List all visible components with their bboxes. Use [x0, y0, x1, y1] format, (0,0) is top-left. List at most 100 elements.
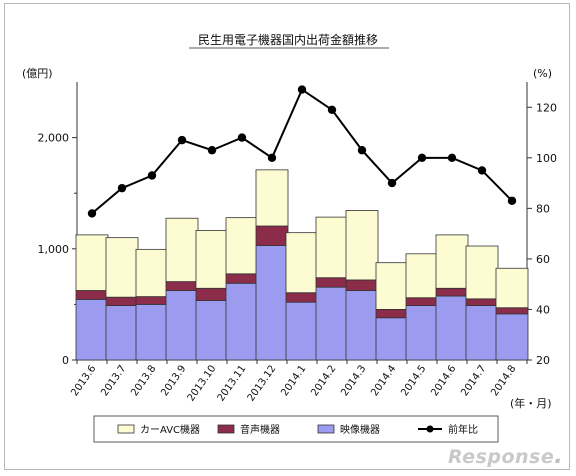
- x-tick-label: 2013.6: [69, 363, 98, 398]
- x-tick-label: 2013.10: [186, 363, 219, 403]
- bar-segment: [75, 290, 109, 300]
- bar-segment: [195, 287, 229, 301]
- bar-segment: [255, 225, 289, 246]
- bar-segment: [255, 169, 289, 227]
- bar-segment: [375, 309, 409, 319]
- bar-segment: [315, 216, 349, 279]
- yoy-point: [207, 146, 217, 155]
- bar-segment: [135, 296, 169, 305]
- chart-title: 民生用電子機器国内出荷金額推移: [198, 32, 378, 47]
- bar-segment: [135, 303, 169, 361]
- legend-swatch: [117, 424, 135, 434]
- bar-segment: [105, 305, 139, 361]
- legend-label: 前年比: [448, 423, 478, 436]
- right-tick-label: 40: [536, 303, 550, 316]
- x-tick-label: 2014.7: [459, 363, 488, 398]
- yoy-point: [297, 85, 307, 94]
- bar-segment: [195, 300, 229, 361]
- bar-segment: [105, 296, 139, 306]
- yoy-point: [387, 178, 397, 188]
- watermark-text: Response: [448, 446, 555, 468]
- x-tick-label: 2013.7: [99, 363, 128, 398]
- right-tick-label: 60: [536, 253, 550, 266]
- x-tick-label: 2013.12: [246, 363, 279, 403]
- x-tick-label: 2013.11: [216, 363, 249, 403]
- bar-segment: [315, 286, 349, 361]
- bar-segment: [375, 262, 409, 310]
- x-tick-label: 2014.4: [369, 363, 398, 398]
- bar-segment: [495, 313, 529, 361]
- legend-label: 音声機器: [240, 423, 280, 436]
- legend-point-swatch: [426, 425, 434, 433]
- yoy-point: [417, 153, 427, 163]
- bar-segment: [345, 279, 379, 291]
- bar-segment: [405, 297, 439, 306]
- bar-segment: [435, 234, 469, 289]
- bar-segment: [405, 305, 439, 361]
- right-axis-unit: (%): [533, 67, 552, 80]
- yoy-point: [177, 135, 187, 145]
- bar-segment: [465, 245, 499, 300]
- yoy-point: [477, 166, 487, 175]
- bar-segment: [135, 248, 169, 298]
- bar-segment: [165, 217, 199, 283]
- bar-segment: [165, 290, 199, 361]
- bar-segment: [195, 230, 229, 289]
- bar-segment: [225, 217, 259, 275]
- legend-swatch: [217, 424, 235, 434]
- right-tick-label: 100: [536, 152, 557, 165]
- right-tick-label: 20: [536, 354, 550, 367]
- bar-segment: [345, 290, 379, 361]
- yoy-point: [87, 209, 97, 218]
- bar-segment: [255, 245, 289, 361]
- bar-segment: [435, 287, 469, 297]
- x-tick-label: 2013.9: [159, 363, 188, 398]
- right-tick-label: 80: [536, 202, 550, 215]
- x-tick-label: 2014.2: [309, 363, 338, 398]
- x-tick-label: 2014.1: [279, 363, 308, 398]
- watermark-suffix: .: [554, 444, 564, 469]
- yoy-point: [237, 133, 247, 142]
- bar-segment: [465, 305, 499, 361]
- yoy-point: [447, 153, 457, 163]
- x-tick-label: 2014.5: [399, 363, 428, 398]
- yoy-point: [507, 196, 517, 205]
- response-watermark: Response.: [448, 444, 563, 469]
- x-tick-label: 2014.3: [339, 363, 368, 398]
- legend-label: カーAVC機器: [140, 423, 200, 436]
- yoy-point: [327, 105, 337, 115]
- legend-label: 映像機器: [340, 423, 380, 436]
- bar-segment: [285, 292, 319, 303]
- yoy-line: [91, 88, 513, 215]
- left-tick-label: 1,000: [38, 243, 70, 256]
- bar-segment: [495, 307, 529, 315]
- bar-segment: [405, 253, 439, 299]
- bar-segment: [345, 210, 379, 281]
- legend-swatch: [317, 424, 335, 434]
- yoy-point: [117, 183, 127, 193]
- x-tick-label: 2014.6: [429, 363, 458, 398]
- bar-segment: [225, 282, 259, 361]
- bar-segment: [315, 277, 349, 288]
- x-tick-label: 2013.8: [129, 363, 158, 398]
- left-tick-label: 2,000: [38, 132, 70, 145]
- bar-segment: [225, 273, 259, 284]
- left-tick-label: 0: [62, 354, 69, 367]
- bar-segment: [285, 301, 319, 361]
- x-axis-unit: (年・月): [510, 396, 552, 410]
- bar-segment: [165, 281, 199, 291]
- bar-segment: [105, 237, 139, 298]
- bar-segment: [75, 298, 109, 361]
- bar-segment: [375, 317, 409, 361]
- left-axis-unit: (億円): [22, 67, 53, 80]
- right-tick-label: 120: [536, 101, 557, 114]
- bar-segment: [435, 295, 469, 361]
- bar-segment: [75, 234, 109, 291]
- legend: カーAVC機器 音声機器 映像機器 前年比: [93, 415, 499, 443]
- bar-segment: [285, 232, 319, 294]
- bar-segment: [465, 298, 499, 306]
- bar-segment: [495, 267, 529, 309]
- x-tick-label: 2014.8: [489, 363, 518, 398]
